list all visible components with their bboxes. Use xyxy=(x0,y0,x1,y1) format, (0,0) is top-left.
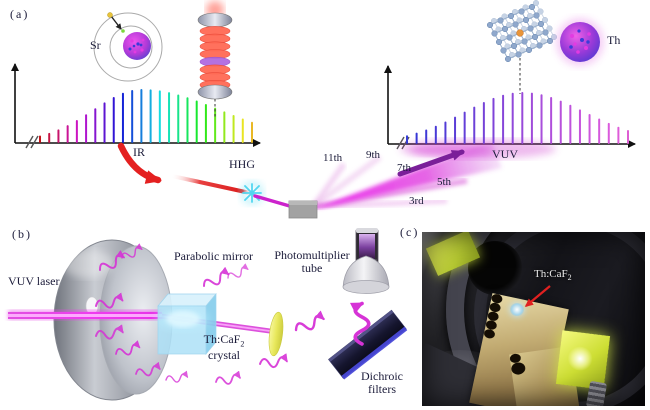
panel-c-photo: Th:CaF2 xyxy=(422,232,645,406)
red-pointer-arrow xyxy=(524,285,551,307)
photo-crystal-label: Th:CaF2 xyxy=(534,268,572,283)
fluorescence-photon-arrows xyxy=(95,243,371,385)
ir-label: IR xyxy=(133,145,145,159)
vuv-frequency-comb xyxy=(406,92,629,144)
panel-c-letter: (c) xyxy=(400,225,420,239)
separator-box xyxy=(288,200,318,219)
panel-b-letter: (b) xyxy=(12,227,32,241)
photomultiplier-tube xyxy=(342,228,390,294)
vuv-beam xyxy=(8,310,162,320)
ir-to-hhg-arrow xyxy=(117,142,162,184)
th-label: Th xyxy=(607,33,621,47)
vuv-laser-label: VUV laser xyxy=(8,274,60,288)
harmonic-3-label: 3rd xyxy=(409,195,424,207)
seventh-harmonic-arrow xyxy=(397,149,465,177)
ir-axes xyxy=(11,63,261,149)
harmonic-11-label: 11th xyxy=(323,152,343,164)
hhg-spark-icon xyxy=(240,181,264,205)
vuv-axes xyxy=(384,65,636,150)
pmt-label: Photomultiplier tube xyxy=(274,248,350,276)
harmonic-5-label: 5th xyxy=(437,176,452,188)
vuv-label: VUV xyxy=(492,147,518,161)
ir-beam xyxy=(170,174,252,195)
electron-dot xyxy=(107,12,113,18)
electron-arrow xyxy=(110,15,122,30)
enhancement-cavity xyxy=(197,1,233,118)
crystal-in-photo xyxy=(510,303,524,316)
hhg-output-beam xyxy=(253,194,295,209)
photo-vignette xyxy=(422,232,645,406)
harmonic-7-label: 7th xyxy=(397,162,412,174)
harmonic-9-label: 9th xyxy=(366,149,381,161)
crystal-label: Th:CaF2 crystal xyxy=(203,332,245,363)
panel-a-illustration xyxy=(11,0,636,219)
th-nucleus-illustration xyxy=(556,18,604,66)
dichroic-label: Dichroic filters xyxy=(361,369,403,397)
panel-a-letter: (a) xyxy=(10,7,30,21)
dichroic-filter xyxy=(328,309,408,380)
sr-atom-illustration xyxy=(93,12,163,82)
crystal-cube xyxy=(157,293,217,355)
parabolic-mirror-label: Parabolic mirror xyxy=(174,249,253,263)
yellow-lens xyxy=(268,311,284,357)
ir-frequency-comb xyxy=(39,89,253,143)
hhg-label: HHG xyxy=(229,157,255,171)
panel-b-illustration xyxy=(8,228,408,401)
electron-dot2 xyxy=(121,29,125,33)
harmonic-fan xyxy=(311,141,502,210)
sr-label: Sr xyxy=(90,38,101,52)
th-doped-lattice-illustration xyxy=(486,0,558,63)
